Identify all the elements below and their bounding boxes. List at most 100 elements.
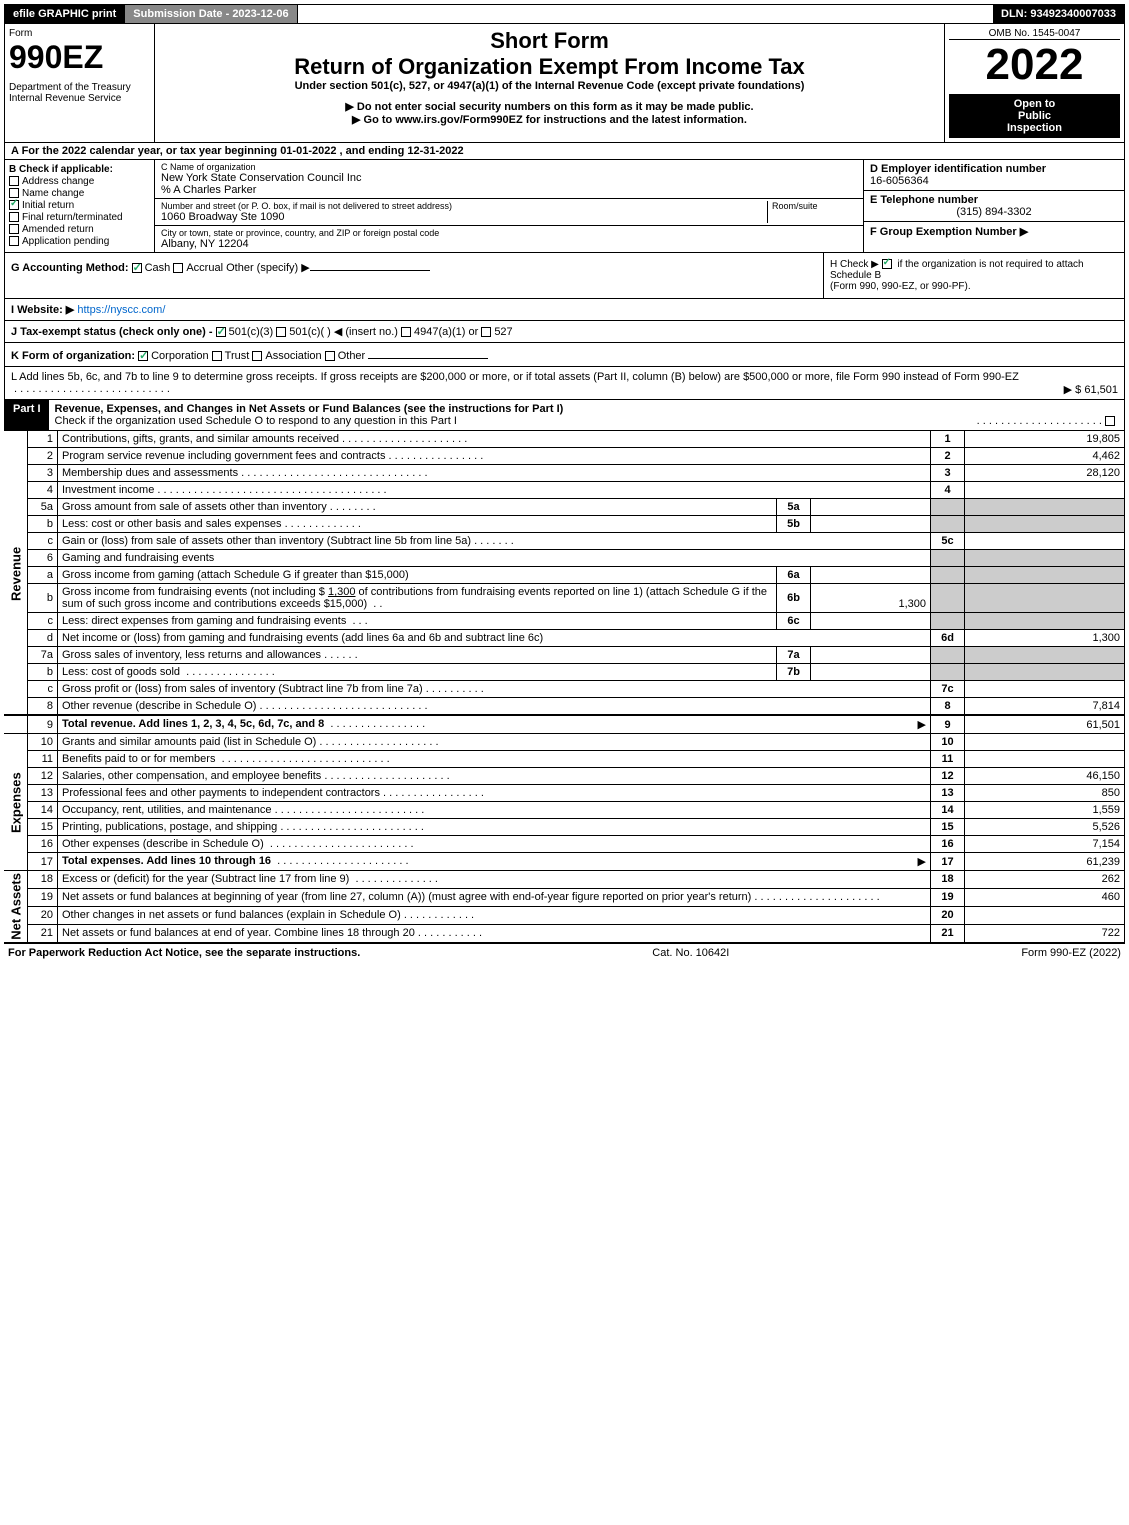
dln: DLN: 93492340007033 [993, 5, 1124, 23]
check-501c3[interactable] [216, 327, 226, 337]
box-10: 10 [931, 734, 965, 751]
ln-7a: 7a [28, 647, 58, 664]
dept-treasury: Department of the Treasury Internal Reve… [9, 82, 150, 104]
box-16: 16 [931, 836, 965, 853]
part-i-check-note: Check if the organization used Schedule … [55, 415, 457, 427]
sub-5a: 5a [777, 499, 811, 516]
section-revenue: Revenue [4, 431, 28, 715]
amt-6a-shade [965, 567, 1125, 584]
check-accrual[interactable] [173, 263, 183, 273]
check-association[interactable] [252, 351, 262, 361]
desc-18: Excess or (deficit) for the year (Subtra… [62, 873, 349, 885]
amt-7c [965, 681, 1125, 698]
check-4947[interactable] [401, 327, 411, 337]
check-initial-return[interactable] [9, 200, 19, 210]
topbar: efile GRAPHIC print Submission Date - 20… [4, 4, 1125, 24]
j-4947: 4947(a)(1) or [414, 326, 478, 338]
ln-12: 12 [28, 768, 58, 785]
box-7c: 7c [931, 681, 965, 698]
g-label: G Accounting Method: [11, 262, 129, 274]
g-other: Other (specify) ▶ [226, 262, 310, 274]
form-number: 990EZ [9, 39, 150, 76]
desc-2: Program service revenue including govern… [62, 450, 385, 462]
check-527[interactable] [481, 327, 491, 337]
desc-7a: Gross sales of inventory, less returns a… [62, 649, 321, 661]
line-6c: c Less: direct expenses from gaming and … [4, 613, 1125, 630]
check-schedule-o-part-i[interactable] [1105, 416, 1115, 426]
amt-6b-shade [965, 584, 1125, 613]
b-item-0: Address change [22, 176, 94, 187]
ln-8: 8 [28, 698, 58, 716]
check-name-change[interactable] [9, 188, 19, 198]
desc-1: Contributions, gifts, grants, and simila… [62, 433, 339, 445]
b-item-4: Amended return [22, 224, 94, 235]
desc-19: Net assets or fund balances at beginning… [62, 891, 751, 903]
website-link[interactable]: https://nyscc.com/ [77, 304, 165, 316]
check-address-change[interactable] [9, 176, 19, 186]
ln-5b: b [28, 516, 58, 533]
ln-19: 19 [28, 888, 58, 906]
box-6b-shade [931, 584, 965, 613]
line-13: 13 Professional fees and other payments … [4, 785, 1125, 802]
c-name-label: C Name of organization [161, 162, 857, 172]
form-header: Form 990EZ Department of the Treasury In… [4, 24, 1125, 143]
amt-6d: 1,300 [965, 630, 1125, 647]
check-corporation[interactable] [138, 351, 148, 361]
line-6d: d Net income or (loss) from gaming and f… [4, 630, 1125, 647]
box-19: 19 [931, 888, 965, 906]
line-14: 14 Occupancy, rent, utilities, and maint… [4, 802, 1125, 819]
ln-6c: c [28, 613, 58, 630]
k-trust: Trust [225, 350, 250, 362]
h-text-1: H Check ▶ [830, 259, 882, 270]
check-final-return[interactable] [9, 212, 19, 222]
check-501c[interactable] [276, 327, 286, 337]
city-label: City or town, state or province, country… [161, 228, 857, 238]
amt-3: 28,120 [965, 465, 1125, 482]
other-specify-blank[interactable] [310, 259, 430, 271]
line-8: 8 Other revenue (describe in Schedule O)… [4, 698, 1125, 716]
footer-left: For Paperwork Reduction Act Notice, see … [8, 947, 360, 959]
line-11: 11 Benefits paid to or for members . . .… [4, 751, 1125, 768]
ssn-warning: ▶ Do not enter social security numbers o… [159, 100, 940, 113]
check-trust[interactable] [212, 351, 222, 361]
check-other-org[interactable] [325, 351, 335, 361]
check-schedule-b[interactable] [882, 259, 892, 269]
amt-21: 722 [965, 924, 1125, 942]
sub-6b: 6b [777, 584, 811, 613]
goto-link[interactable]: ▶ Go to www.irs.gov/Form990EZ for instru… [159, 113, 940, 126]
check-cash[interactable] [132, 263, 142, 273]
amt-6c-shade [965, 613, 1125, 630]
line-a: A For the 2022 calendar year, or tax yea… [4, 143, 1125, 160]
main-title: Return of Organization Exempt From Incom… [159, 54, 940, 80]
part-i-header: Part I Revenue, Expenses, and Changes in… [4, 400, 1125, 431]
box-6d: 6d [931, 630, 965, 647]
line-17: 17 Total expenses. Add lines 10 through … [4, 853, 1125, 871]
amt-2: 4,462 [965, 448, 1125, 465]
open-line-2: Public [953, 110, 1116, 122]
desc-8: Other revenue (describe in Schedule O) [62, 700, 256, 712]
box-18: 18 [931, 871, 965, 889]
desc-7c: Gross profit or (loss) from sales of inv… [62, 683, 423, 695]
desc-5b: Less: cost or other basis and sales expe… [62, 518, 282, 530]
j-501c: 501(c)( ) ◀ (insert no.) [289, 326, 398, 338]
box-2: 2 [931, 448, 965, 465]
col-g: G Accounting Method: Cash Accrual Other … [5, 253, 824, 298]
box-13: 13 [931, 785, 965, 802]
submission-date: Submission Date - 2023-12-06 [125, 5, 297, 23]
box-6c-shade [931, 613, 965, 630]
street-label: Number and street (or P. O. box, if mail… [161, 201, 767, 211]
k-other-blank[interactable] [368, 347, 488, 359]
amt-12: 46,150 [965, 768, 1125, 785]
box-7a-shade [931, 647, 965, 664]
line-19: 19 Net assets or fund balances at beginn… [4, 888, 1125, 906]
open-to-public-badge: Open to Public Inspection [949, 94, 1120, 138]
amt-5a-shade [965, 499, 1125, 516]
check-amended-return[interactable] [9, 224, 19, 234]
k-other: Other [338, 350, 366, 362]
line-2: 2 Program service revenue including gove… [4, 448, 1125, 465]
j-501c3: 501(c)(3) [229, 326, 274, 338]
check-application-pending[interactable] [9, 236, 19, 246]
omb-number: OMB No. 1545-0047 [949, 28, 1120, 40]
sub-5b: 5b [777, 516, 811, 533]
col-b: B Check if applicable: Address change Na… [5, 160, 155, 252]
